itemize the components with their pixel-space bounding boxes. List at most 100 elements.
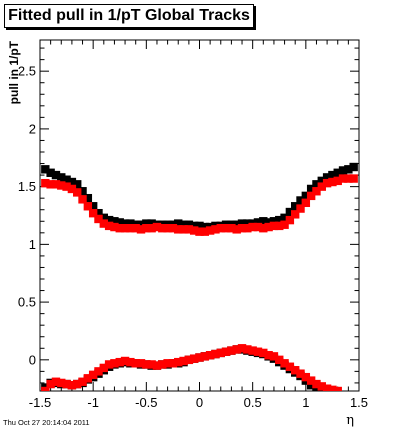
data-point: [306, 184, 316, 194]
data-point: [312, 379, 321, 389]
data-point: [344, 174, 353, 183]
data-point: [291, 210, 300, 219]
data-point: [296, 204, 305, 213]
data-point: [184, 225, 194, 234]
data-point: [46, 379, 55, 389]
data-point: [179, 220, 188, 229]
data-point: [264, 222, 273, 232]
data-point: [200, 222, 210, 232]
data-point: [237, 344, 247, 353]
y-tick-label: 1.5: [18, 179, 36, 194]
data-point: [120, 356, 130, 366]
data-point: [94, 214, 103, 224]
x-tick-label: 0: [196, 395, 203, 410]
data-point: [99, 363, 108, 373]
data-point: [322, 384, 332, 391]
data-point: [296, 196, 305, 205]
data-point: [83, 202, 93, 211]
data-point: [142, 360, 151, 369]
data-point: [189, 226, 199, 235]
data-point: [338, 174, 348, 183]
data-point: [142, 224, 151, 233]
data-point: [67, 177, 77, 187]
data-point: [338, 166, 348, 175]
data-point: [333, 386, 342, 391]
data-point: [237, 224, 247, 233]
data-point: [110, 222, 119, 232]
data-point: [253, 218, 263, 227]
data-point: [57, 181, 66, 190]
data-point: [83, 193, 93, 203]
data-point: [126, 357, 135, 367]
data-point: [126, 219, 135, 228]
data-point: [269, 217, 279, 226]
y-axis: 0 0.5 1 1.5 2 2.5: [18, 47, 359, 384]
data-point: [179, 225, 188, 234]
data-point: [152, 361, 162, 370]
data-point: [78, 187, 87, 196]
data-point: [317, 182, 326, 191]
x-tick-label: -0.5: [135, 395, 157, 410]
data-point: [158, 224, 167, 233]
data-point: [280, 359, 289, 368]
data-point: [67, 381, 77, 390]
data-point: [115, 357, 124, 367]
data-point: [51, 170, 61, 180]
data-point: [243, 224, 252, 233]
data-point: [184, 355, 194, 365]
data-point: [264, 218, 273, 227]
data-point: [179, 356, 188, 366]
data-point: [195, 353, 204, 362]
data-point: [248, 346, 257, 355]
footer-date: Thu Oct 27 20:14:04 2011: [3, 418, 90, 427]
data-point: [57, 378, 66, 388]
data-point: [115, 224, 124, 233]
data-point: [306, 191, 316, 201]
data-point: [216, 224, 225, 233]
data-point: [94, 208, 103, 218]
data-point: [232, 220, 241, 229]
data-point: [174, 219, 183, 228]
data-point: [73, 180, 82, 189]
data-point: [110, 217, 119, 226]
data-point: [334, 394, 342, 402]
y-tick-label: 2.5: [18, 64, 36, 79]
data-point: [259, 348, 268, 358]
data-point: [306, 376, 316, 385]
data-point: [104, 221, 114, 231]
data-point: [248, 222, 257, 232]
data-point: [62, 182, 71, 191]
data-point: [168, 359, 178, 368]
data-point: [83, 374, 93, 383]
data-point: [41, 386, 50, 391]
data-point: [285, 215, 295, 225]
data-point: [136, 359, 146, 368]
series-red-1: [41, 174, 358, 236]
data-point: [275, 215, 284, 225]
data-point: [344, 165, 353, 174]
data-point: [216, 348, 225, 358]
data-point: [275, 221, 284, 231]
data-point: [189, 354, 199, 363]
data-point: [200, 352, 210, 361]
data-point: [211, 225, 220, 234]
data-point: [275, 355, 284, 365]
data-point: [41, 165, 50, 174]
data-point: [280, 213, 289, 223]
data-point: [51, 180, 61, 189]
data-point: [221, 224, 231, 233]
data-point: [291, 366, 300, 375]
data-point: [243, 219, 252, 228]
x-tick-label: 1.5: [350, 395, 368, 410]
data-point: [322, 173, 332, 182]
data-point: [136, 225, 146, 234]
data-point: [269, 221, 279, 231]
data-point: [285, 362, 295, 371]
chart-title: Fitted pull in 1/pT Global Tracks: [4, 4, 254, 28]
data-point: [312, 187, 321, 196]
data-point: [322, 178, 332, 188]
data-point: [232, 345, 241, 354]
data-point: [291, 202, 300, 211]
data-point: [51, 377, 61, 386]
data-point: [301, 191, 311, 201]
